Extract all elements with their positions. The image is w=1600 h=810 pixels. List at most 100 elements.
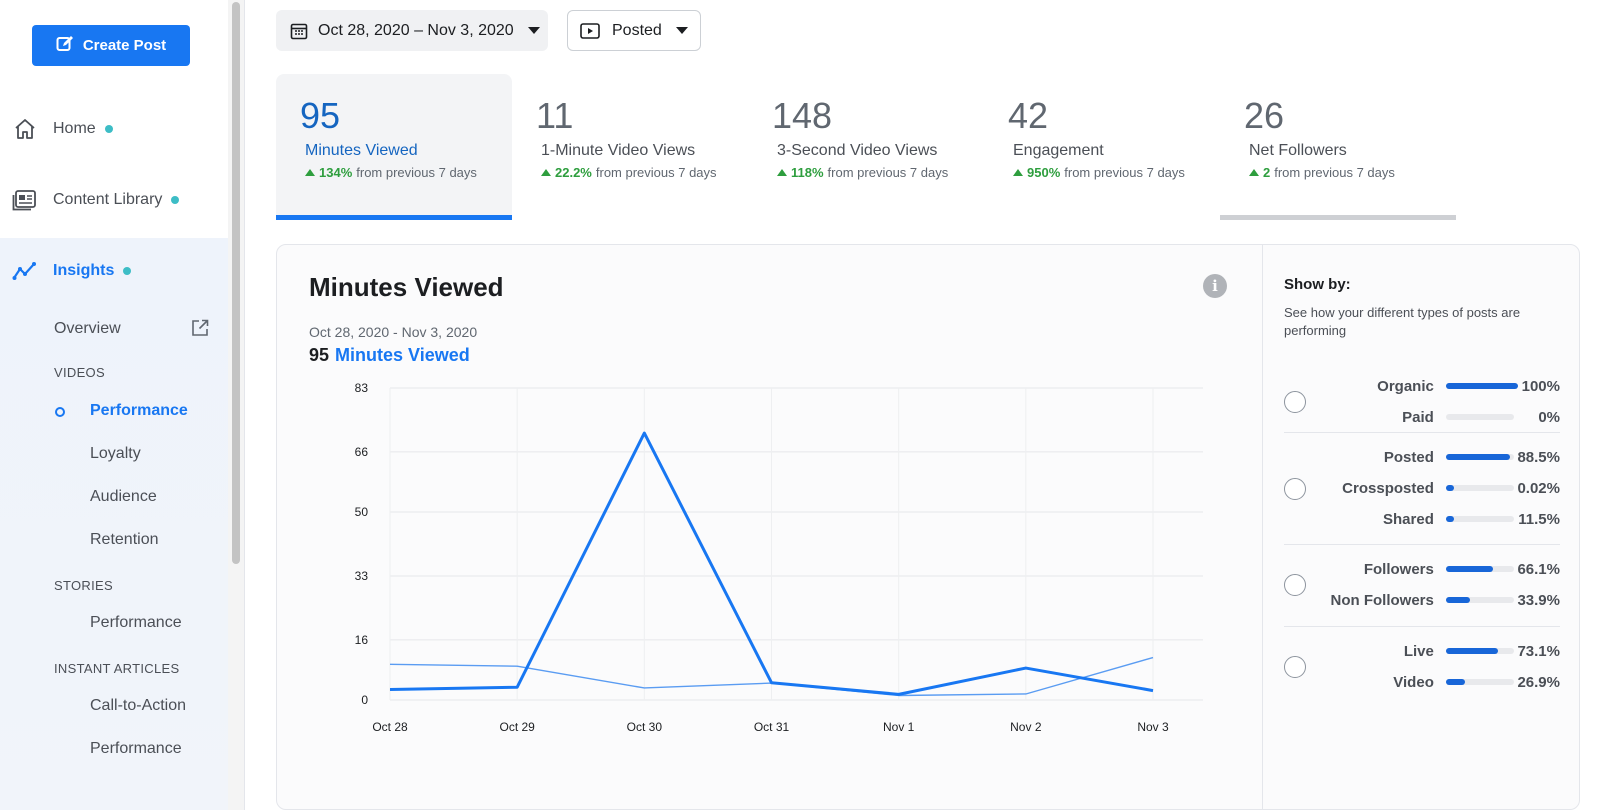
- sidebar: Create Post Home Content Library Insight…: [0, 0, 228, 810]
- show-by-row: Organic 100%: [1314, 376, 1560, 396]
- nav-videos-loyalty[interactable]: Loyalty: [90, 445, 141, 462]
- create-post-label: Create Post: [82, 37, 167, 54]
- show-by-row: Shared 11.5%: [1314, 509, 1560, 529]
- x-tick-label: Nov 1: [883, 720, 915, 734]
- kpi-value: 148: [772, 95, 833, 136]
- nav-overview[interactable]: Overview: [54, 320, 121, 337]
- show-by-bar-fill: [1445, 566, 1494, 572]
- show-by-description: See how your different types of posts ar…: [1284, 305, 1521, 338]
- show-by-label: Crossposted: [1342, 479, 1434, 497]
- show-by-row: Video 26.9%: [1314, 672, 1560, 692]
- edit-icon: [56, 35, 74, 57]
- x-tick-label: Oct 29: [499, 720, 535, 734]
- show-by-percent: 73.1%: [1517, 642, 1560, 660]
- show-by-bar-fill: [1445, 485, 1454, 491]
- show-by-label: Video: [1393, 673, 1434, 691]
- notification-dot: [171, 196, 180, 204]
- show-by-label: Paid: [1402, 408, 1434, 426]
- nav-videos-audience[interactable]: Audience: [90, 488, 157, 505]
- show-by-bar-fill: [1445, 454, 1510, 460]
- show-by-percent: 100%: [1521, 377, 1560, 395]
- nav-articles-call-to-action[interactable]: Call-to-Action: [90, 697, 187, 714]
- arrow-up-icon: [777, 169, 787, 176]
- y-tick-label: 0: [361, 693, 368, 707]
- post-type-dropdown[interactable]: Posted: [567, 10, 701, 51]
- x-tick-label: Oct 30: [627, 720, 663, 734]
- nav-content-library[interactable]: Content Library: [12, 187, 180, 213]
- kpi-tab-1-minute-views[interactable]: 11 1-Minute Video Views 22.2% from previo…: [512, 74, 748, 220]
- date-range-value: Oct 28, 2020 – Nov 3, 2020: [318, 21, 514, 39]
- external-link-icon[interactable]: [191, 319, 209, 342]
- show-by-bar-track: [1445, 648, 1515, 654]
- nav-videos-retention[interactable]: Retention: [90, 531, 159, 548]
- kpi-label: 1-Minute Video Views: [541, 142, 696, 159]
- nav-home[interactable]: Home: [12, 116, 113, 142]
- show-by-row: Crossposted 0.02%: [1314, 478, 1560, 498]
- show-by-label: Live: [1403, 642, 1434, 660]
- show-by-percent: 66.1%: [1517, 560, 1560, 578]
- kpi-value: 95: [300, 95, 341, 136]
- show-by-radio[interactable]: [1284, 574, 1306, 596]
- kpi-change: 118% from previous 7 days: [777, 165, 984, 180]
- sidebar-insights-section: [0, 238, 228, 810]
- kpi-tab-3-second-views[interactable]: 148 3-Second Video Views 118% from previo…: [748, 74, 984, 220]
- section-instant-articles: INSTANT ARTICLES: [54, 661, 180, 676]
- kpi-tab-minutes-viewed[interactable]: 95 Minutes Viewed 134% from previous 7 da…: [276, 74, 512, 220]
- y-tick-label: 33: [355, 569, 369, 583]
- insights-icon: [12, 258, 38, 284]
- nav-insights[interactable]: Insights: [12, 258, 132, 284]
- minutes-viewed-line-chart[interactable]: 0 16 33 50 66 83 Oct 28 Oct 29 Oct 30 Oct 31 Nov …: [340, 372, 1220, 747]
- section-videos: VIDEOS: [54, 365, 105, 380]
- kpi-label: Net Followers: [1249, 142, 1347, 159]
- arrow-up-icon: [1249, 169, 1259, 176]
- kpi-label: 3-Second Video Views: [777, 142, 938, 159]
- show-by-label: Shared: [1383, 510, 1434, 528]
- nav-stories-performance[interactable]: Performance: [90, 614, 182, 631]
- show-by-bar-track: [1445, 516, 1515, 522]
- show-by-bar-track: [1445, 679, 1515, 685]
- post-type-value: Posted: [612, 21, 662, 39]
- chart-card: [276, 244, 1580, 810]
- x-tick-label: Nov 2: [1010, 720, 1042, 734]
- show-by-percent: 0.02%: [1517, 479, 1560, 497]
- y-tick-label: 16: [355, 633, 369, 647]
- arrow-up-icon: [305, 169, 315, 176]
- date-range-dropdown[interactable]: Oct 28, 2020 – Nov 3, 2020: [276, 10, 548, 51]
- show-by-radio[interactable]: [1284, 391, 1306, 413]
- video-icon: [580, 22, 600, 39]
- nav-videos-performance[interactable]: Performance: [90, 402, 188, 419]
- show-by-group: Live 73.1% Video 26.9%: [1284, 626, 1560, 708]
- calendar-icon: [290, 22, 308, 40]
- kpi-value: 42: [1008, 95, 1049, 136]
- chart-date-range: Oct 28, 2020 - Nov 3, 2020: [309, 324, 478, 340]
- chart-total-value: 95: [309, 345, 330, 365]
- kpi-tab-net-followers[interactable]: 26 Net Followers 2 from previous 7 days: [1220, 74, 1456, 220]
- show-by-label: Followers: [1363, 560, 1434, 578]
- section-stories: STORIES: [54, 578, 113, 593]
- show-by-row: Followers 66.1%: [1314, 559, 1560, 579]
- show-by-bar-fill: [1445, 679, 1466, 685]
- show-by-group: Organic 100% Paid 0%: [1284, 362, 1560, 444]
- kpi-hover-bar: [1220, 215, 1456, 220]
- kpi-tab-engagement[interactable]: 42 Engagement 950% from previous 7 days: [984, 74, 1220, 220]
- chart-total-label: Minutes Viewed: [335, 345, 470, 365]
- show-by-label: Organic: [1377, 377, 1434, 395]
- create-post-button[interactable]: Create Post: [32, 25, 190, 66]
- show-by-bar-track: [1445, 566, 1515, 572]
- nav-articles-performance[interactable]: Performance: [90, 740, 182, 757]
- x-tick-label: Oct 28: [372, 720, 408, 734]
- show-by-bar-fill: [1445, 648, 1499, 654]
- nav-insights-label: Insights: [53, 262, 115, 279]
- show-by-bar-track: [1445, 454, 1515, 460]
- sidebar-scrollbar-thumb[interactable]: [232, 2, 240, 564]
- chart-title: Minutes Viewed: [309, 272, 504, 302]
- show-by-radio[interactable]: [1284, 656, 1306, 678]
- show-by-radio[interactable]: [1284, 477, 1306, 500]
- x-tick-label: Nov 3: [1137, 720, 1169, 734]
- show-by-percent: 33.9%: [1517, 591, 1560, 609]
- show-by-percent: 11.5%: [1518, 510, 1560, 528]
- show-by-bar-track: [1445, 485, 1515, 491]
- show-by-bar-fill: [1445, 597, 1471, 603]
- info-icon[interactable]: i: [1203, 274, 1227, 298]
- kpi-value: 11: [536, 95, 574, 136]
